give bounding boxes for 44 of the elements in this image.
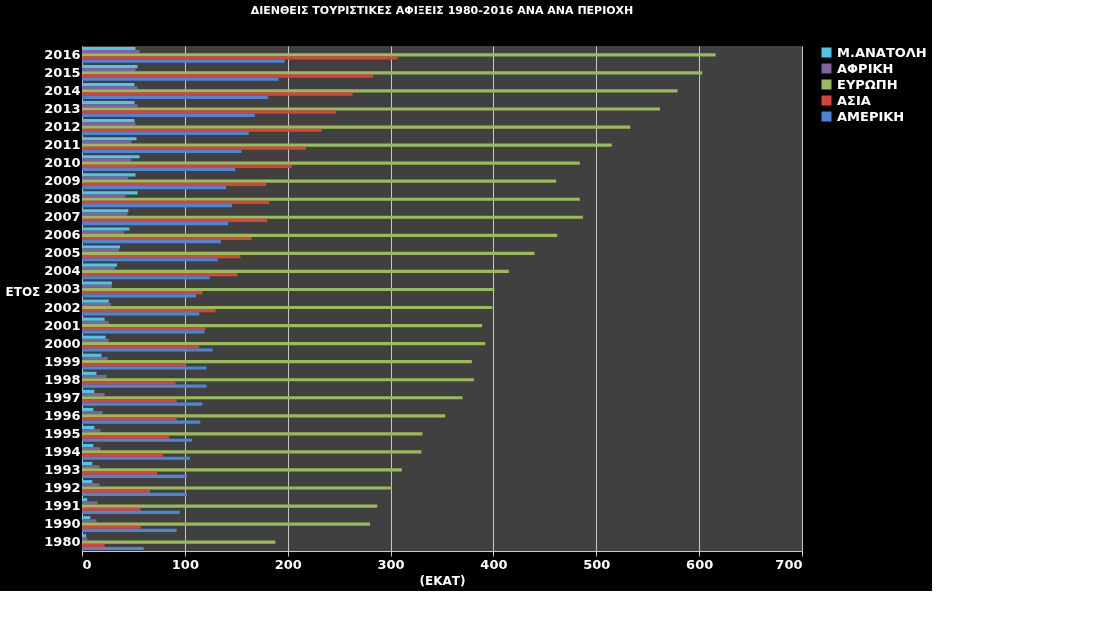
legend-label: ΑΦΡΙΚΗ (837, 60, 894, 76)
x-tick-label: 0 (82, 556, 92, 572)
y-tick-label: 1994 (44, 443, 81, 459)
y-tick-label: 2010 (44, 155, 81, 171)
chart-title: ΔΙΕΝΘΕΙΣ ΤΟΥΡΙΣΤΙΚΕΣ ΑΦΙΞΕΙΣ 1980-2016 ΑΝΑ ΑΝΑ ΠΕΡΙΟΧΗ (250, 4, 634, 17)
y-tick-label: 1999 (44, 353, 81, 369)
y-tick-label: 2009 (44, 173, 81, 189)
y-tick-label: 1980 (44, 534, 81, 550)
x-tick-label: 300 (377, 556, 405, 572)
y-tick-label: 1997 (44, 389, 81, 405)
y-tick-label: 1993 (44, 461, 81, 477)
legend-label: ΕΥΡΩΠΗ (837, 76, 898, 92)
x-tick-label: 600 (686, 556, 714, 572)
y-tick-label: 1995 (44, 425, 81, 441)
x-tick-label: 200 (274, 556, 302, 572)
y-tick-label: 2008 (44, 191, 81, 207)
y-tick-label: 2000 (44, 335, 81, 351)
y-tick-label: 1991 (44, 498, 81, 514)
y-tick-label: 2014 (44, 82, 81, 98)
y-tick-label: 2016 (44, 46, 81, 62)
x-axis-title: (ΕΚΑΤ) (419, 573, 466, 588)
legend-label: Μ.ΑΝΑΤΟΛΗ (837, 44, 927, 60)
x-tick-label: 100 (171, 556, 199, 572)
legend-label: ΑΣΙΑ (837, 92, 871, 108)
y-tick-label: 2002 (44, 299, 81, 315)
x-tick-label: 500 (583, 556, 611, 572)
y-tick-label: 2003 (44, 281, 81, 297)
x-tick-label: 400 (480, 556, 508, 572)
y-tick-label: 2011 (44, 137, 81, 153)
y-tick-label: 1992 (44, 480, 81, 496)
y-tick-label: 1996 (44, 407, 81, 423)
y-tick-label: 2004 (44, 263, 81, 279)
y-tick-label: 2007 (44, 209, 81, 225)
y-tick-label: 1990 (44, 516, 81, 532)
legend-label: ΑΜΕΡΙΚΗ (837, 108, 905, 124)
y-tick-label: 2006 (44, 227, 81, 243)
y-tick-label: 2005 (44, 245, 81, 261)
x-tick-label: 700 (775, 556, 803, 572)
y-axis-title: ΕΤΟΣ (5, 285, 41, 299)
y-tick-label: 2001 (44, 317, 81, 333)
y-tick-label: 2015 (44, 64, 81, 80)
y-tick-label: 2012 (44, 119, 81, 135)
y-tick-label: 1998 (44, 371, 81, 387)
y-tick-label: 2013 (44, 100, 81, 116)
